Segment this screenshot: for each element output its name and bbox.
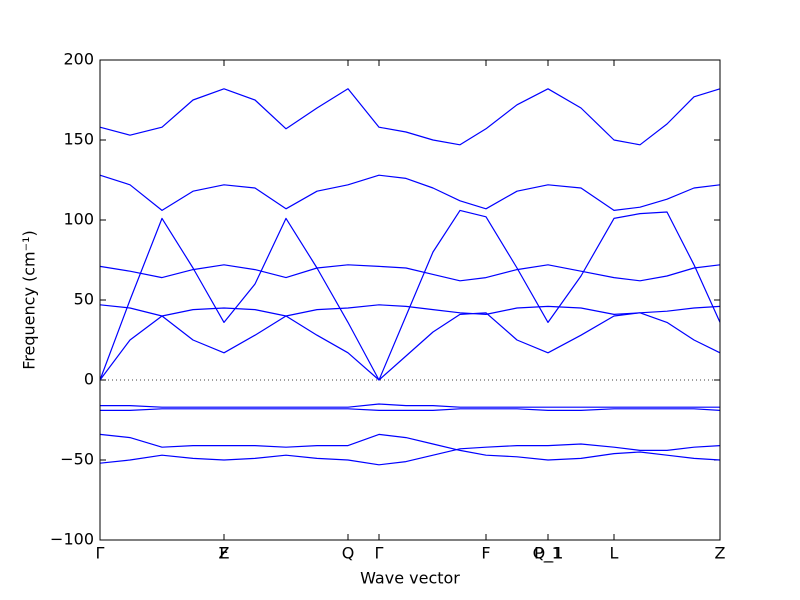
band-line bbox=[99, 312, 721, 381]
y-tick-label: 0 bbox=[84, 370, 94, 389]
y-tick-label: −50 bbox=[60, 450, 94, 469]
y-tick-label: −100 bbox=[50, 530, 94, 549]
x-tick-label: L bbox=[610, 544, 619, 563]
x-tick-label: Z bbox=[219, 544, 230, 563]
x-axis-label: Wave vector bbox=[360, 569, 460, 588]
y-tick-label: 200 bbox=[63, 50, 94, 69]
band-line bbox=[100, 403, 720, 408]
band-line bbox=[99, 209, 721, 381]
x-tick-label: Q bbox=[342, 544, 355, 563]
y-tick-label: 100 bbox=[63, 210, 94, 229]
y-tick-label: 150 bbox=[63, 130, 94, 149]
x-tick-label: Γ bbox=[375, 544, 384, 563]
x-tick-label: P_1 bbox=[534, 544, 562, 564]
band-line bbox=[99, 88, 721, 146]
y-tick-label: 50 bbox=[74, 290, 94, 309]
band-line bbox=[99, 443, 721, 466]
x-tick-label: Γ bbox=[96, 544, 105, 563]
band-line bbox=[99, 264, 721, 282]
band-line bbox=[99, 174, 721, 211]
y-axis-label: Frequency (cm⁻¹) bbox=[20, 230, 39, 369]
x-tick-label: Z bbox=[715, 544, 726, 563]
plot-frame bbox=[99, 59, 721, 541]
band-line bbox=[100, 408, 721, 411]
x-tick-label: F bbox=[219, 544, 228, 563]
x-tick-label: Q_1 bbox=[533, 544, 564, 564]
x-tick-label: F bbox=[481, 544, 490, 563]
band-line bbox=[99, 433, 721, 461]
band-line bbox=[99, 304, 721, 317]
